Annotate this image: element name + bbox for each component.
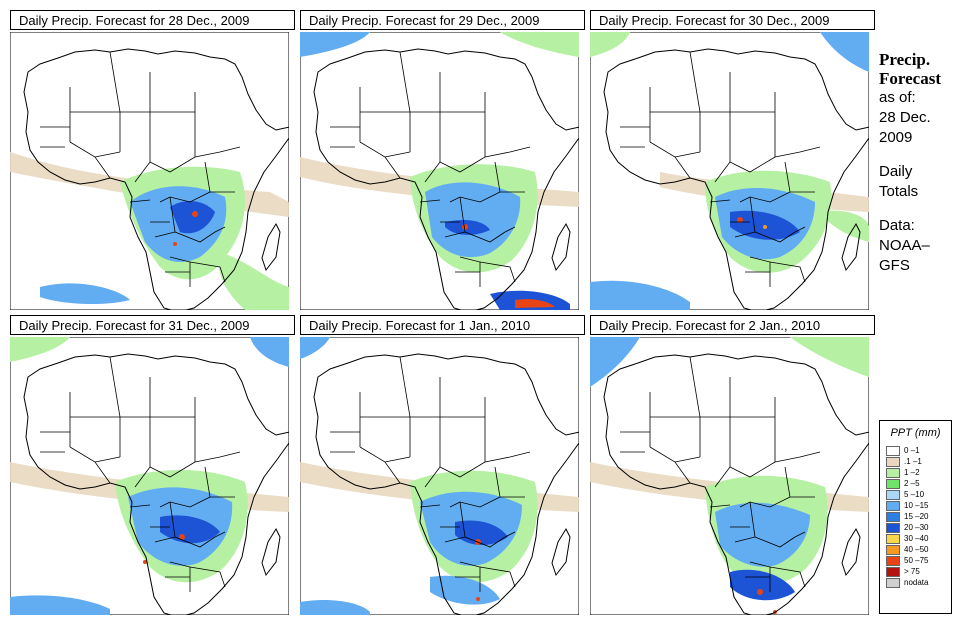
legend-label: 50 –75 bbox=[904, 555, 929, 565]
info-date-line1: 28 Dec. bbox=[879, 109, 931, 126]
info-data-line1: Data: bbox=[879, 217, 915, 234]
legend-item: 30 –40 bbox=[886, 533, 951, 544]
legend-title: PPT (mm) bbox=[890, 427, 941, 439]
panel-title: Daily Precip. Forecast for 2 Jan., 2010 bbox=[590, 315, 875, 335]
info-data-line2: NOAA– bbox=[879, 237, 930, 254]
legend-label: 1 –2 bbox=[904, 467, 920, 477]
legend-label: 2 –5 bbox=[904, 478, 920, 488]
legend-swatch bbox=[886, 489, 900, 500]
precip-map bbox=[590, 337, 869, 615]
legend-label: 20 –30 bbox=[904, 522, 929, 532]
legend-item: nodata bbox=[886, 577, 951, 588]
legend-item: 10 –15 bbox=[886, 500, 951, 511]
precip-map bbox=[10, 337, 289, 615]
legend-item: 20 –30 bbox=[886, 522, 951, 533]
precip-map bbox=[590, 32, 869, 310]
legend-item: 15 –20 bbox=[886, 511, 951, 522]
info-totals-line2: Totals bbox=[879, 183, 919, 200]
legend-label: 40 –50 bbox=[904, 544, 929, 554]
legend-item: 50 –75 bbox=[886, 555, 951, 566]
legend-swatch bbox=[886, 511, 900, 522]
legend-item: 2 –5 bbox=[886, 478, 951, 489]
legend-item: .1 –1 bbox=[886, 456, 951, 467]
forecast-panel-1: Daily Precip. Forecast for 28 Dec., 2009 bbox=[10, 10, 299, 312]
panel-title: Daily Precip. Forecast for 1 Jan., 2010 bbox=[300, 315, 585, 335]
info-as-of: as of: bbox=[879, 89, 916, 106]
forecast-panel-5: Daily Precip. Forecast for 1 Jan., 2010 bbox=[300, 315, 589, 617]
precip-map bbox=[300, 337, 579, 615]
info-data-line3: GFS bbox=[879, 257, 910, 274]
legend-label: > 75 bbox=[904, 566, 920, 576]
info-title-line2: Forecast bbox=[879, 69, 941, 88]
legend-swatch bbox=[886, 522, 900, 533]
panel-title: Daily Precip. Forecast for 30 Dec., 2009 bbox=[590, 10, 875, 30]
legend-swatch bbox=[886, 500, 900, 511]
panel-title: Daily Precip. Forecast for 29 Dec., 2009 bbox=[300, 10, 585, 30]
legend-swatch bbox=[886, 456, 900, 467]
panel-title: Daily Precip. Forecast for 28 Dec., 2009 bbox=[10, 10, 295, 30]
precip-legend: PPT (mm) 0 –1.1 –1 1 –2 2 –5 5 –10 10 –15 15 … bbox=[879, 420, 952, 614]
legend-swatch bbox=[886, 566, 900, 577]
legend-swatch bbox=[886, 533, 900, 544]
panel-title: Daily Precip. Forecast for 31 Dec., 2009 bbox=[10, 315, 295, 335]
legend-swatch bbox=[886, 555, 900, 566]
forecast-panel-6: Daily Precip. Forecast for 2 Jan., 2010 bbox=[590, 315, 879, 617]
precip-map bbox=[300, 32, 579, 310]
legend-item: 0 –1 bbox=[886, 445, 951, 456]
legend-label: 5 –10 bbox=[904, 489, 925, 499]
legend-swatch bbox=[886, 577, 900, 588]
forecast-panel-4: Daily Precip. Forecast for 31 Dec., 2009 bbox=[10, 315, 299, 617]
legend-item: 5 –10 bbox=[886, 489, 951, 500]
forecast-info: Precip. Forecast as of: 28 Dec. 2009 Dai… bbox=[879, 50, 963, 276]
legend-item: 40 –50 bbox=[886, 544, 951, 555]
legend-label: 30 –40 bbox=[904, 533, 929, 543]
info-totals-line1: Daily bbox=[879, 163, 913, 180]
precip-map bbox=[10, 32, 289, 310]
legend-swatch bbox=[886, 467, 900, 478]
info-date-line2: 2009 bbox=[879, 129, 913, 146]
legend-label: 0 –1 bbox=[904, 445, 920, 455]
forecast-panel-3: Daily Precip. Forecast for 30 Dec., 2009 bbox=[590, 10, 879, 312]
legend-item: 1 –2 bbox=[886, 467, 951, 478]
legend-label: nodata bbox=[904, 577, 929, 587]
legend-label: 10 –15 bbox=[904, 500, 929, 510]
legend-swatch bbox=[886, 478, 900, 489]
legend-swatch bbox=[886, 544, 900, 555]
legend-label: 15 –20 bbox=[904, 511, 929, 521]
legend-swatch bbox=[886, 445, 900, 456]
legend-item: > 75 bbox=[886, 566, 951, 577]
legend-label: .1 –1 bbox=[904, 456, 922, 466]
forecast-panel-2: Daily Precip. Forecast for 29 Dec., 2009 bbox=[300, 10, 589, 312]
info-title-line1: Precip. bbox=[879, 50, 931, 69]
